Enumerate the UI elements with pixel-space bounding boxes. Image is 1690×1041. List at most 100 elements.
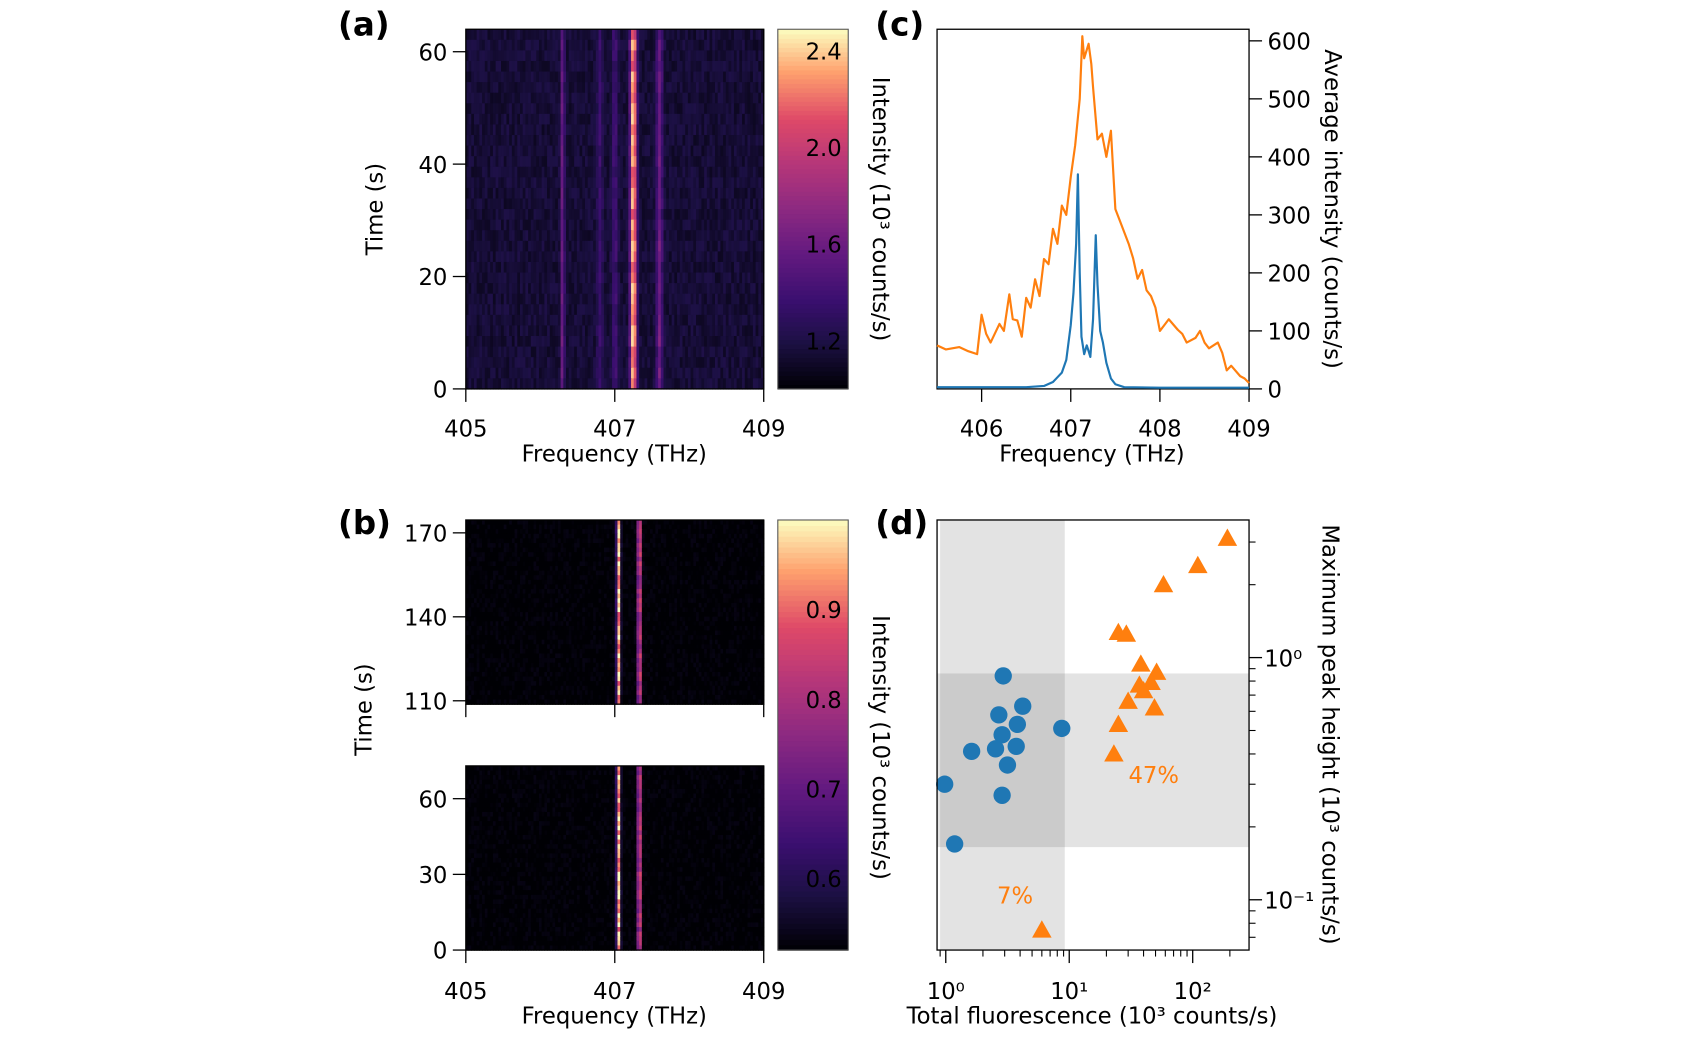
b-heatmap-cell	[761, 779, 765, 785]
a-heatmap-cell	[514, 283, 518, 295]
b-heatmap-cell	[704, 770, 708, 776]
a-heatmap-cell	[685, 187, 689, 200]
a-heatmap-cell	[652, 230, 657, 242]
a-heatmap-cell	[490, 177, 494, 189]
a-heatmap-cell	[498, 367, 502, 379]
b-heatmap-cell	[514, 802, 518, 808]
a-heatmap-cell	[484, 177, 489, 189]
a-heatmap-cell	[739, 346, 743, 358]
a-heatmap-cell	[511, 219, 516, 231]
a-heatmap-cell	[731, 336, 735, 348]
b-heatmap-cell	[533, 788, 537, 795]
a-heatmap-cell	[728, 92, 732, 104]
b-heatmap-cell	[519, 807, 524, 813]
b-heatmap-cell	[544, 788, 548, 795]
a-heatmap-cell	[471, 135, 475, 147]
a-heatmap-cell	[606, 166, 611, 178]
a-heatmap-cell	[736, 325, 741, 337]
a-heatmap-cell	[571, 60, 575, 73]
a-heatmap-cell	[484, 272, 489, 284]
a-heatmap-cell	[482, 367, 486, 379]
a-heatmap-cell	[628, 230, 632, 242]
a-heatmap-cell	[506, 135, 510, 147]
b-heatmap-cell	[671, 807, 676, 813]
a-heatmap-cell	[471, 166, 475, 178]
a-heatmap-cell	[731, 219, 735, 231]
a-heatmap-cell	[755, 71, 759, 83]
a-heatmap-cell	[557, 293, 562, 305]
a-heatmap-cell	[552, 357, 556, 369]
a-heatmap-cell	[690, 304, 694, 316]
a-heatmap-cell	[714, 261, 719, 274]
a-heatmap-cell	[687, 325, 692, 337]
a-heatmap-cell	[658, 293, 662, 305]
a-heatmap-cell	[658, 357, 662, 369]
a-heatmap-cell	[752, 261, 757, 274]
a-heatmap-cell	[690, 378, 694, 390]
a-heatmap-cell	[555, 346, 559, 358]
a-heatmap-cell	[706, 357, 711, 369]
a-heatmap-cell	[465, 261, 470, 274]
a-heatmap-cell	[606, 230, 611, 242]
a-heatmap-cell	[633, 378, 638, 390]
b-heatmap-cell	[739, 779, 743, 785]
b-heatmap-cell	[752, 765, 757, 772]
a-heatmap-cell	[733, 135, 738, 147]
a-heatmap-cell	[587, 39, 592, 52]
a-heatmap-cell	[479, 293, 483, 305]
a-heatmap-cell	[677, 314, 681, 327]
b-heatmap-cell	[468, 793, 472, 799]
b-heatmap-cell	[755, 770, 759, 776]
a-heatmap-cell	[563, 367, 567, 379]
a-heatmap-cell	[712, 251, 716, 263]
a-heatmap-cell	[566, 304, 570, 316]
a-heatmap-cell	[492, 219, 497, 231]
b-heatmap-cell	[755, 793, 759, 799]
a-heatmap-cell	[663, 124, 667, 136]
b-heatmap-cell	[693, 784, 697, 790]
b-heatmap-cell	[544, 779, 548, 785]
a-heatmap-cell	[574, 283, 578, 295]
a-heatmap-cell	[595, 50, 600, 62]
a-heatmap-cell	[649, 187, 654, 200]
a-heatmap-cell	[709, 29, 713, 41]
a-heatmap-cell	[723, 145, 727, 157]
a-heatmap-cell	[514, 378, 518, 390]
b-heatmap-cell	[701, 779, 705, 785]
b-heatmap-cell	[679, 798, 684, 804]
a-heatmap-cell	[674, 145, 678, 157]
a-heatmap-cell	[758, 314, 762, 327]
a-heatmap-cell	[679, 378, 684, 390]
b-heatmap-cell	[501, 807, 505, 813]
a-heatmap-cell	[490, 39, 494, 52]
a-heatmap-cell	[690, 103, 694, 115]
a-heatmap-cell	[723, 60, 727, 73]
b-heatmap-cell	[547, 775, 551, 781]
a-heatmap-cell	[584, 166, 589, 178]
a-heatmap-cell	[487, 135, 491, 147]
b-heatmap-cell	[750, 793, 754, 799]
a-heatmap-cell	[552, 103, 556, 115]
a-heatmap-cell	[742, 82, 746, 94]
b-heatmap-cell	[733, 784, 738, 790]
b-heatmap-cell	[576, 788, 581, 795]
a-heatmap-cell	[747, 272, 751, 284]
b-heatmap-cell	[576, 775, 581, 781]
a-heatmap-cell	[663, 293, 667, 305]
a-heatmap-cell	[503, 325, 508, 337]
a-heatmap-cell	[541, 209, 546, 221]
a-heatmap-cell	[511, 198, 516, 210]
a-heatmap-cell	[647, 304, 651, 316]
a-heatmap-cell	[544, 103, 548, 115]
b-heatmap-cell	[552, 775, 556, 781]
a-heatmap-cell	[652, 346, 657, 358]
a-heatmap-cell	[606, 378, 611, 390]
a-heatmap-cell	[679, 50, 684, 62]
b-heatmap-cell	[687, 770, 692, 776]
a-heatmap-cell	[742, 187, 746, 200]
b-heatmap-cell	[563, 788, 567, 795]
a-heatmap-cell	[701, 346, 705, 358]
a-heatmap-cell	[752, 314, 757, 327]
a-heatmap-cell	[582, 209, 586, 221]
a-heatmap-cell	[750, 113, 754, 126]
